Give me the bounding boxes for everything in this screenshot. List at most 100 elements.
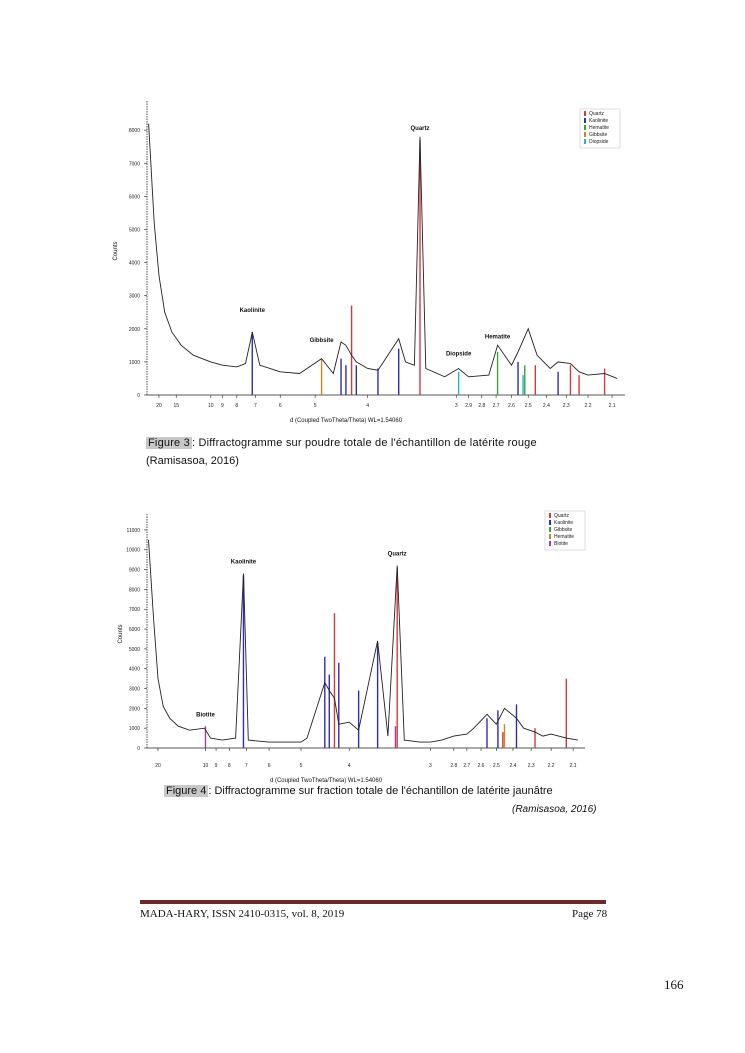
figure-4-caption: Figure 4: Diffractogramme sur fraction t…: [164, 785, 553, 797]
page-number: 166: [664, 977, 684, 992]
y-tick-label: 7000: [129, 607, 140, 613]
x-tick-label: 10: [203, 763, 209, 769]
x-tick-label: 2.2: [548, 763, 555, 769]
legend-entry: Quartz: [554, 513, 570, 519]
x-tick-label: 5: [300, 763, 303, 769]
y-tick-label: 2000: [129, 706, 140, 712]
legend-swatch: [549, 534, 551, 539]
x-tick-label: 4: [366, 403, 369, 409]
legend-swatch: [584, 132, 586, 137]
figure-4-source: (Ramisasoa, 2016): [512, 804, 597, 815]
figure-3-diffractogram: 0 1000 2000 3000 4000 5000 6000 7000 8000 Counts 2…: [113, 101, 625, 424]
x-tick-label: 2.6: [478, 763, 485, 769]
x-tick-label: 2.1: [609, 403, 616, 409]
footer-rule: [140, 900, 606, 904]
legend-entry: Gibbsite: [554, 527, 573, 533]
x-tick-label: 2.7: [463, 763, 470, 769]
x-tick-label: 8: [235, 403, 238, 409]
legend-box: [544, 510, 586, 551]
legend-entry: Hematite: [589, 125, 609, 131]
legend-swatch: [584, 125, 586, 130]
y-axis-label: Counts: [113, 241, 119, 260]
legend-entry: Quartz: [589, 111, 605, 117]
legend-entry: Diopside: [589, 139, 609, 145]
x-tick-label: 2.3: [563, 403, 570, 409]
peak-label: Biotite: [196, 712, 215, 718]
x-tick-label: 5: [314, 403, 317, 409]
footer-journal: MADA-HARY, ISSN 2410-0315, vol. 8, 2019: [140, 908, 345, 920]
y-tick-label: 5000: [129, 647, 140, 653]
x-tick-label: 2.5: [525, 403, 532, 409]
figure-3-caption-text: : Diffractogramme sur poudre totale de l…: [191, 437, 537, 449]
legend-entry: Kaolinite: [589, 118, 608, 124]
y-tick-label: 10000: [126, 548, 140, 554]
y-tick-label: 0: [137, 746, 140, 752]
figure-3-label: Figure 3: [146, 437, 192, 449]
y-tick-label: 4000: [129, 261, 140, 267]
legend-swatch: [549, 541, 551, 546]
x-tick-label: 20: [155, 763, 161, 769]
y-tick-label: 3000: [129, 294, 140, 300]
footer-page: Page 78: [572, 908, 608, 920]
diffraction-pattern-line: [148, 123, 618, 379]
legend-swatch: [549, 513, 551, 518]
x-tick-label: 9: [215, 763, 218, 769]
legend-entry: Gibbsite: [589, 132, 608, 138]
x-tick-label: 6: [268, 763, 271, 769]
y-tick-label: 7000: [129, 161, 140, 167]
legend-box: [579, 108, 621, 149]
diffraction-pattern-line: [148, 539, 578, 743]
x-tick-label: 2.7: [493, 403, 500, 409]
figure-3-caption: Figure 3: Diffractogramme sur poudre tot…: [146, 437, 606, 449]
peak-label: Kaolinite: [231, 560, 257, 566]
y-tick-label: 2000: [129, 327, 140, 333]
x-tick-label: 9: [221, 403, 224, 409]
x-tick-label: 6: [279, 403, 282, 409]
legend-entry: Biotite: [554, 541, 568, 547]
figure-3-source: (Ramisasoa, 2016): [146, 455, 239, 467]
x-tick-label: 4: [348, 763, 351, 769]
peak-label: Gibbsite: [310, 338, 335, 344]
figure-4-caption-text: : Diffractogramme sur fraction totale de…: [208, 785, 553, 797]
x-tick-label: 2.4: [509, 763, 516, 769]
figure-4-diffractogram: 0 1000 2000 3000 4000 5000 6000 7000 8000 9000 100…: [118, 510, 586, 784]
x-axis-label: d (Coupled TwoTheta/Theta) WL=1.54060: [290, 418, 403, 424]
y-tick-label: 8000: [129, 128, 140, 134]
y-tick-label: 4000: [129, 667, 140, 673]
y-tick-label: 1000: [129, 360, 140, 366]
x-tick-label: 2.8: [478, 403, 485, 409]
x-tick-label: 2.5: [493, 763, 500, 769]
figure-4-label: Figure 4: [164, 785, 209, 797]
x-tick-label: 2.1: [570, 763, 577, 769]
x-tick-label: 3: [455, 403, 458, 409]
peak-label: Quartz: [388, 552, 407, 558]
y-tick-label: 0: [137, 393, 140, 399]
x-tick-label: 2.8: [450, 763, 457, 769]
x-tick-label: 8: [228, 763, 231, 769]
y-axis-label: Counts: [118, 624, 124, 643]
y-tick-label: 3000: [129, 687, 140, 693]
x-tick-label: 10: [208, 403, 214, 409]
x-tick-label: 20: [156, 403, 162, 409]
peak-label: Diopside: [446, 351, 472, 357]
x-tick-label: 15: [173, 403, 179, 409]
legend-entry: Kaolinite: [554, 520, 573, 526]
legend-swatch: [584, 111, 586, 116]
x-tick-label: 2.4: [543, 403, 550, 409]
y-tick-label: 11000: [126, 528, 140, 534]
y-tick-label: 1000: [129, 726, 140, 732]
y-tick-label: 8000: [129, 587, 140, 593]
x-tick-label: 3: [429, 763, 432, 769]
peak-label: Quartz: [411, 126, 430, 132]
x-tick-label: 2.6: [508, 403, 515, 409]
peak-label: Kaolinite: [240, 308, 266, 314]
y-tick-label: 6000: [129, 627, 140, 633]
x-tick-label: 7: [245, 763, 248, 769]
legend-entry: Hematite: [554, 534, 574, 540]
y-tick-label: 6000: [129, 194, 140, 200]
y-tick-label: 5000: [129, 227, 140, 233]
y-tick-label: 9000: [129, 568, 140, 574]
x-tick-label: 2.2: [585, 403, 592, 409]
